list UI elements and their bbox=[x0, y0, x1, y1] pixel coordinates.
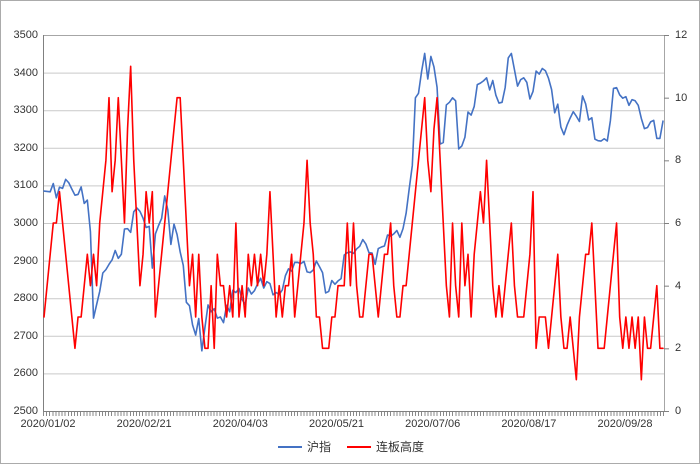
x-axis-tick-label: 2020/05/21 bbox=[308, 418, 365, 430]
right-axis-tick-label: 4 bbox=[675, 279, 682, 292]
left-axis-tick-label: 2600 bbox=[13, 367, 38, 380]
series-line-沪指 bbox=[43, 52, 664, 352]
right-axis-tick-label: 6 bbox=[675, 217, 682, 229]
right-axis-tick-label: 2 bbox=[675, 342, 682, 355]
left-axis-tick-label: 3000 bbox=[13, 217, 38, 229]
left-axis-tick-label: 3500 bbox=[13, 29, 38, 41]
right-axis-tick-label: 10 bbox=[675, 91, 688, 104]
left-axis-tick-label: 2500 bbox=[13, 405, 38, 417]
x-axis-tick-label: 2020/09/28 bbox=[597, 418, 653, 430]
left-axis-tick-label: 3100 bbox=[13, 179, 38, 192]
legend-item-limitup-height: 连板高度 bbox=[347, 438, 424, 455]
legend-line-swatch-blue bbox=[277, 445, 302, 448]
right-axis-tick-label: 8 bbox=[675, 154, 682, 167]
left-axis-tick-label: 2800 bbox=[13, 292, 38, 305]
left-axis-tick-label: 3400 bbox=[13, 66, 38, 79]
legend-item-shanghai-index: 沪指 bbox=[277, 438, 331, 455]
legend-line-swatch-red bbox=[347, 445, 371, 448]
left-axis-tick-label: 2700 bbox=[13, 329, 38, 342]
x-axis-tick-label: 2020/01/02 bbox=[20, 418, 76, 430]
x-axis-minor-ticks bbox=[43, 412, 665, 416]
legend: 沪指 连板高度 bbox=[1, 438, 699, 455]
series-line-连板高度 bbox=[43, 65, 664, 381]
left-axis-tick-label: 3200 bbox=[13, 141, 38, 154]
right-axis-tick-label: 0 bbox=[675, 405, 682, 417]
x-axis-tick-label: 2020/04/03 bbox=[212, 418, 268, 430]
legend-label: 连板高度 bbox=[376, 440, 425, 454]
legend-label: 沪指 bbox=[306, 440, 331, 454]
left-axis-tick-label: 3300 bbox=[13, 104, 38, 117]
x-axis-tick-label: 2020/07/06 bbox=[405, 418, 461, 430]
x-axis-tick-label: 2020/08/17 bbox=[501, 418, 557, 430]
x-axis-tick-label: 2020/02/21 bbox=[116, 418, 172, 430]
left-axis-tick-label: 2900 bbox=[13, 254, 38, 267]
right-axis-tick-label: 12 bbox=[675, 29, 688, 41]
